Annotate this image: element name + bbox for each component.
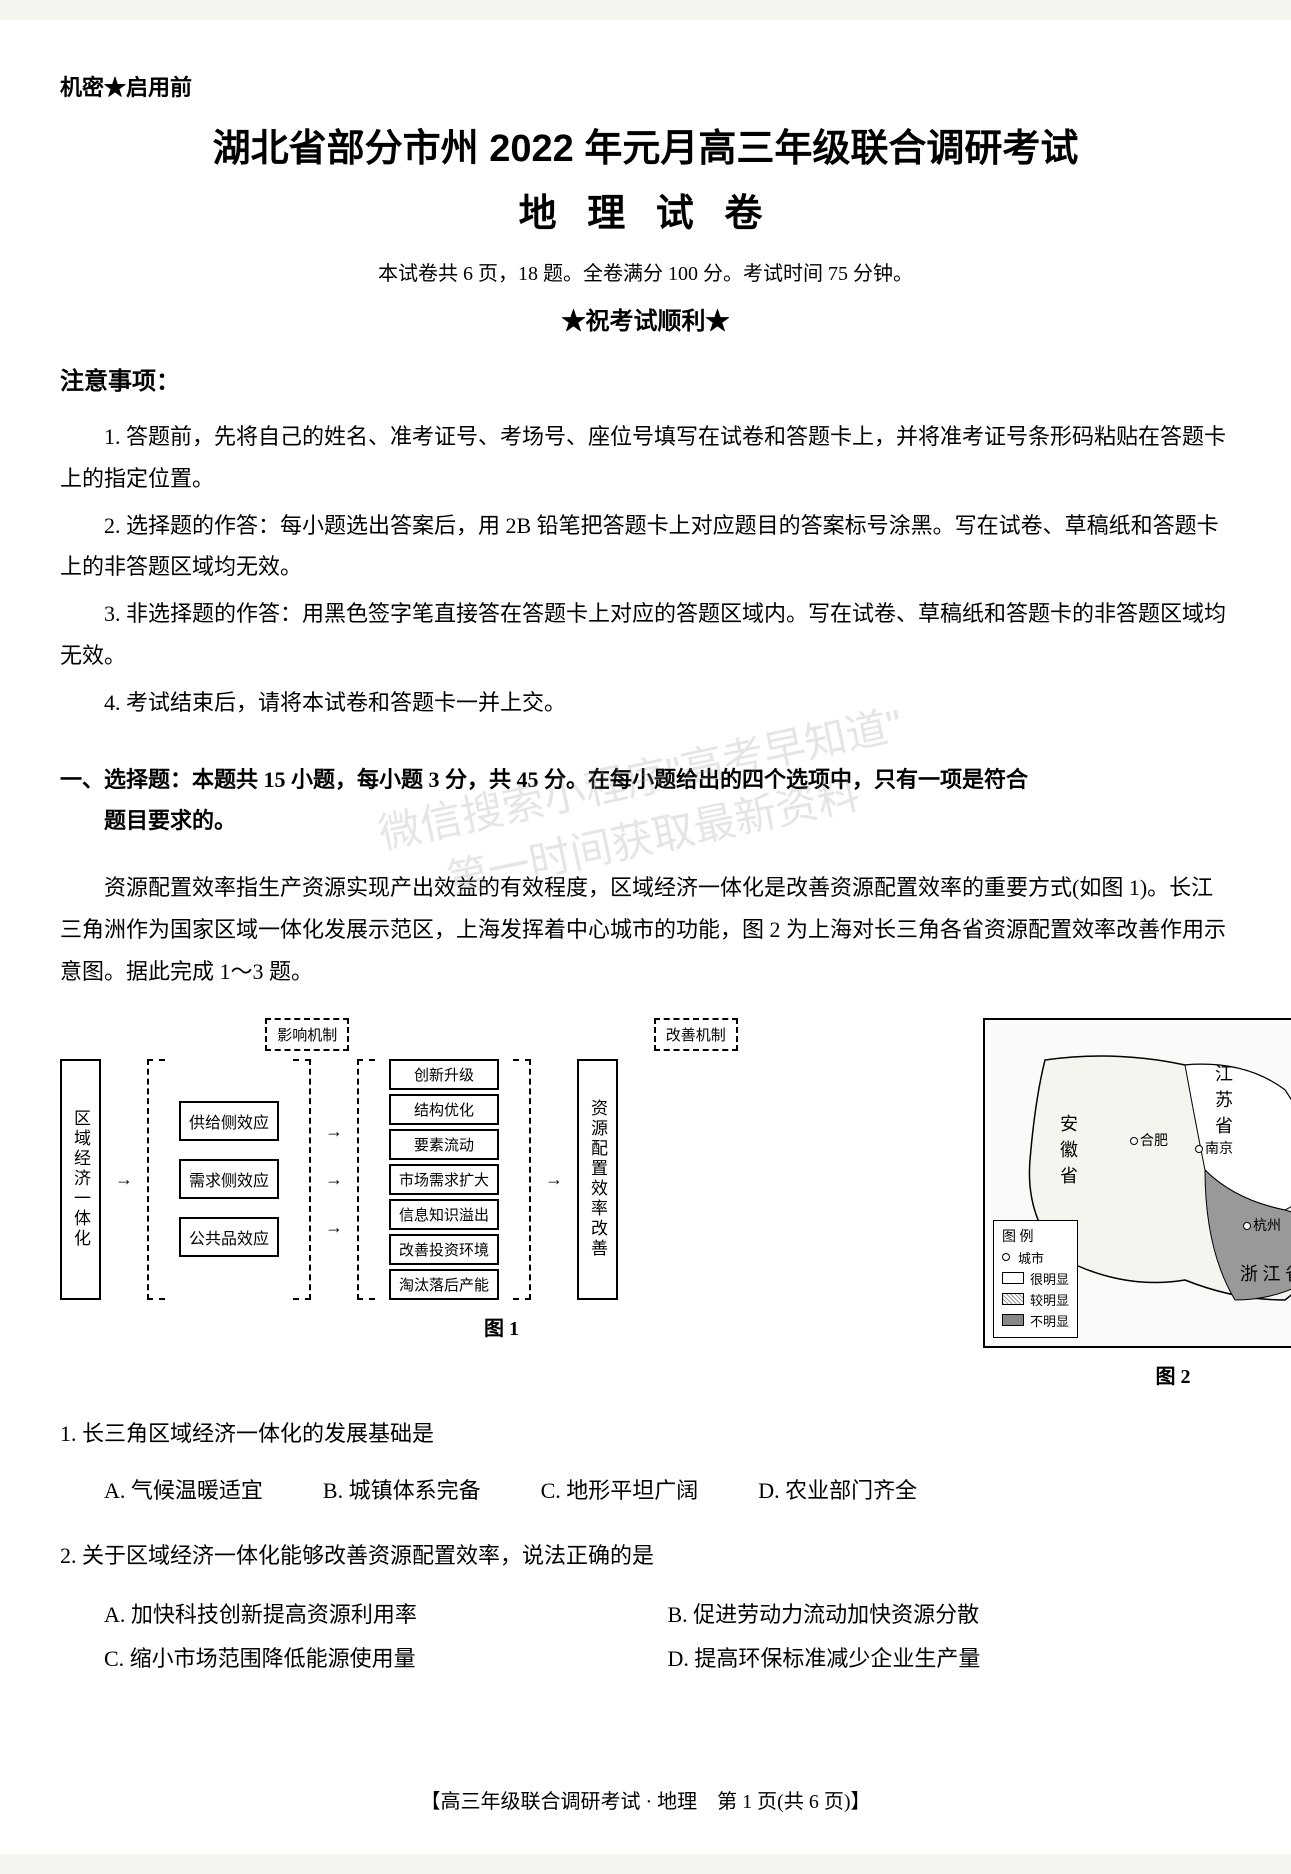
city-hefei: 合肥 — [1130, 1130, 1168, 1150]
q2-opt-d: D. 提高环保标准减少企业生产量 — [668, 1637, 1232, 1681]
secret-header: 机密★启用前 — [60, 70, 1231, 102]
legend-sw-med — [1002, 1293, 1024, 1305]
figure-1: 影响机制 改善机制 区域经济一体化 → 供给侧效应 需求侧效应 公共品效应 — [60, 1018, 943, 1389]
flow-top-label-2: 改善机制 — [654, 1018, 738, 1051]
map: 江苏省 安徽省 浙 江 省 合肥 南京 上海 杭州 图 例 城市 很明显 较明显… — [983, 1018, 1291, 1348]
city-nanjing: 南京 — [1195, 1138, 1233, 1158]
legend-city-label: 城市 — [1018, 1248, 1044, 1267]
flow-left-box: 区域经济一体化 — [60, 1059, 101, 1300]
map-legend: 图 例 城市 很明显 较明显 不明显 — [993, 1220, 1078, 1338]
flow-mid-col: 供给侧效应 需求侧效应 公共品效应 — [179, 1059, 279, 1300]
city-hangzhou: 杭州 — [1243, 1215, 1281, 1235]
q1-opt-c: C. 地形平坦广阔 — [541, 1471, 699, 1511]
flow-right-4: 市场需求扩大 — [389, 1164, 499, 1195]
region-anhui: 安徽省 — [1060, 1110, 1078, 1188]
flow-right-5: 信息知识溢出 — [389, 1199, 499, 1230]
q2-opt-a: A. 加快科技创新提高资源利用率 — [104, 1593, 668, 1637]
bracket-rl — [357, 1059, 375, 1300]
legend-sw-dark — [1002, 1314, 1024, 1326]
q1-stem: 1. 长三角区域经济一体化的发展基础是 — [60, 1414, 1231, 1454]
exam-page: 机密★启用前 湖北省部分市州 2022 年元月高三年级联合调研考试 地 理 试 … — [0, 20, 1291, 1854]
q1-options: A. 气候温暖适宜 B. 城镇体系完备 C. 地形平坦广阔 D. 农业部门齐全 — [60, 1471, 1231, 1511]
figure-2-caption: 图 2 — [1156, 1360, 1191, 1389]
flow-right-2: 结构优化 — [389, 1094, 499, 1125]
flow-mid-1: 供给侧效应 — [179, 1101, 279, 1141]
notice-item-4: 4. 考试结束后，请将本试卷和答题卡一并上交。 — [60, 682, 1231, 724]
notice-item-1: 1. 答题前，先将自己的姓名、准考证号、考场号、座位号填写在试卷和答题卡上，并将… — [60, 416, 1231, 500]
legend-city-icon — [1002, 1253, 1010, 1261]
arrow-col-1: → — [115, 1059, 133, 1300]
passage-1: 资源配置效率指生产资源实现产出效益的有效程度，区域经济一体化是改善资源配置效率的… — [60, 867, 1231, 992]
flow-output-box: 资源配置效率改善 — [577, 1059, 618, 1300]
section-title-line1: 一、选择题：本题共 15 小题，每小题 3 分，共 45 分。在每小题给出的四个… — [60, 767, 1028, 792]
legend-title: 图 例 — [1002, 1226, 1069, 1246]
notice-item-2: 2. 选择题的作答：每小题选出答案后，用 2B 铅笔把答题卡上对应题目的答案标号… — [60, 505, 1231, 589]
flow-right-1: 创新升级 — [389, 1059, 499, 1090]
q1-opt-a: A. 气候温暖适宜 — [104, 1471, 263, 1511]
figures-row: 影响机制 改善机制 区域经济一体化 → 供给侧效应 需求侧效应 公共品效应 — [60, 1018, 1231, 1389]
sub-title: 地 理 试 卷 — [60, 182, 1231, 237]
legend-dark-label: 不明显 — [1030, 1311, 1069, 1330]
flow-mid-2: 需求侧效应 — [179, 1159, 279, 1199]
legend-light-label: 很明显 — [1030, 1269, 1069, 1288]
bracket-r — [513, 1059, 531, 1300]
region-jiangsu: 江苏省 — [1215, 1060, 1233, 1138]
section-title-line2: 题目要求的。 — [60, 808, 236, 833]
q2-opt-c: C. 缩小市场范围降低能源使用量 — [104, 1637, 668, 1681]
bracket-l — [147, 1059, 165, 1300]
notice-item-3: 3. 非选择题的作答：用黑色签字笔直接答在答题卡上对应的答题区域内。写在试卷、草… — [60, 593, 1231, 677]
exam-info: 本试卷共 6 页，18 题。全卷满分 100 分。考试时间 75 分钟。 — [60, 257, 1231, 286]
q1-opt-d: D. 农业部门齐全 — [758, 1471, 917, 1511]
page-footer: 【高三年级联合调研考试 · 地理 第 1 页(共 6 页)】 — [0, 1785, 1291, 1814]
flow-top-label-1: 影响机制 — [265, 1018, 349, 1051]
legend-sw-light — [1002, 1272, 1024, 1284]
region-zhejiang: 浙 江 省 — [1240, 1260, 1291, 1286]
legend-med-label: 较明显 — [1030, 1290, 1069, 1309]
flow-right-6: 改善投资环境 — [389, 1234, 499, 1265]
q1-opt-b: B. 城镇体系完备 — [323, 1471, 481, 1511]
arrow-col-2: →→→ — [325, 1059, 343, 1300]
flow-right-3: 要素流动 — [389, 1129, 499, 1160]
good-luck: ★祝考试顺利★ — [60, 301, 1231, 336]
bracket-lr — [293, 1059, 311, 1300]
notice-title: 注意事项： — [60, 361, 1231, 396]
q2-opt-b: B. 促进劳动力流动加快资源分散 — [668, 1593, 1232, 1637]
figure-2: 江苏省 安徽省 浙 江 省 合肥 南京 上海 杭州 图 例 城市 很明显 较明显… — [983, 1018, 1291, 1389]
flow-right-col: 创新升级 结构优化 要素流动 市场需求扩大 信息知识溢出 改善投资环境 淘汰落后… — [389, 1059, 499, 1300]
q2-stem: 2. 关于区域经济一体化能够改善资源配置效率，说法正确的是 — [60, 1536, 1231, 1576]
section-title: 一、选择题：本题共 15 小题，每小题 3 分，共 45 分。在每小题给出的四个… — [60, 759, 1231, 843]
flowchart: 影响机制 改善机制 区域经济一体化 → 供给侧效应 需求侧效应 公共品效应 — [60, 1018, 943, 1300]
arrow-col-3: → — [545, 1059, 563, 1300]
figure-1-caption: 图 1 — [484, 1312, 519, 1341]
main-title: 湖北省部分市州 2022 年元月高三年级联合调研考试 — [60, 117, 1231, 172]
q2-options: A. 加快科技创新提高资源利用率 B. 促进劳动力流动加快资源分散 C. 缩小市… — [60, 1593, 1231, 1681]
flow-mid-3: 公共品效应 — [179, 1217, 279, 1257]
flow-right-7: 淘汰落后产能 — [389, 1269, 499, 1300]
